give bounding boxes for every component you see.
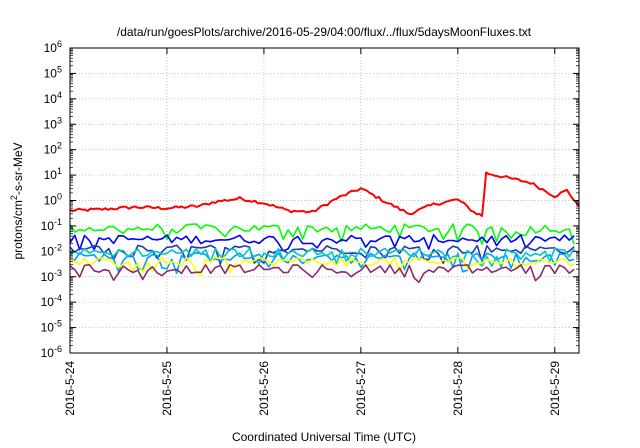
series-line: [69, 247, 575, 269]
series-line: [69, 223, 575, 245]
y-tick-label: 10-3: [41, 268, 62, 284]
y-axis-label: protons/cm2-s-sr-MeV: [9, 142, 25, 259]
y-tick-label: 102: [44, 141, 62, 157]
y-tick-label: 10-1: [41, 217, 62, 233]
y-axis-label-base: protons/cm: [11, 200, 25, 259]
y-axis-label-rest: -s-sr-MeV: [11, 142, 25, 195]
x-tick-label: 2016-5-26: [257, 361, 271, 416]
x-axis: 2016-5-24 2016-5-25 2016-5-26 2016-5-27 2016…: [63, 48, 562, 416]
y-tick-label: 100: [44, 192, 62, 208]
y-tick-label: 104: [44, 90, 62, 106]
y-tick-label: 10-6: [41, 344, 62, 360]
series-line: [69, 252, 575, 275]
y-axis: 10-6 10-5 10-4 10-3 10-2 10-1 100 101 102 103 104 1…: [41, 39, 579, 360]
grid: [70, 48, 579, 353]
x-tick-label: 2016-5-27: [354, 361, 368, 416]
series-line: [69, 234, 575, 252]
y-tick-label: 106: [44, 39, 62, 55]
series-line: [69, 263, 575, 284]
x-tick-label: 2016-5-24: [63, 361, 77, 416]
x-tick-label: 2016-5-29: [548, 361, 562, 416]
series-layer: [69, 171, 580, 284]
y-tick-label: 10-4: [41, 293, 62, 309]
y-tick-label: 101: [44, 166, 62, 182]
x-tick-label: 2016-5-28: [451, 361, 465, 416]
x-axis-label: Coordinated Universal Time (UTC): [232, 430, 416, 444]
y-tick-label: 103: [44, 115, 62, 131]
series-line: [69, 171, 580, 217]
y-tick-label: 10-5: [41, 319, 62, 335]
chart-title: /data/run/goesPlots/archive/2016-05-29/0…: [117, 25, 532, 39]
x-tick-label: 2016-5-25: [160, 361, 174, 416]
y-axis-label-sup: 2: [9, 195, 19, 200]
y-tick-label: 105: [44, 64, 62, 80]
y-tick-label: 10-2: [41, 242, 62, 258]
series-line: [69, 244, 575, 266]
